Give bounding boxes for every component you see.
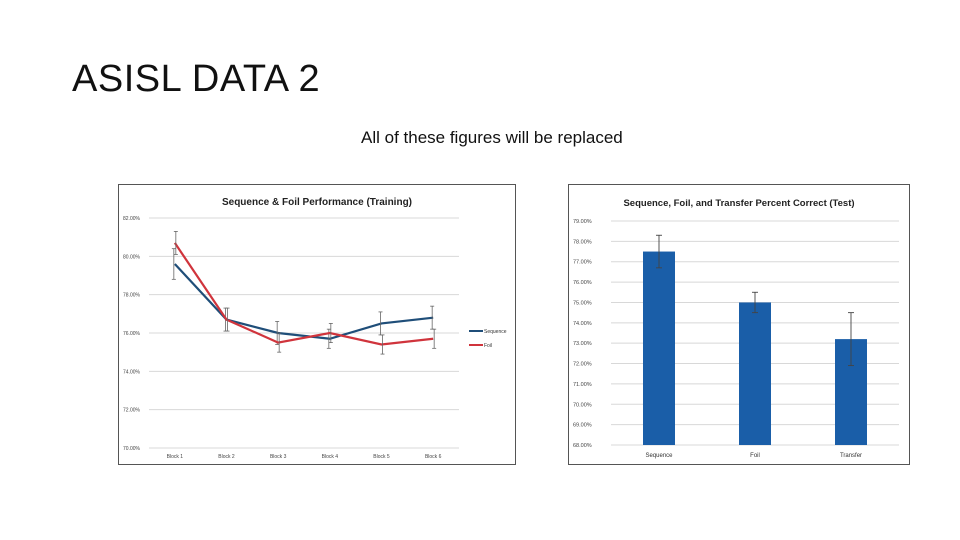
chart-title: Sequence & Foil Performance (Training) xyxy=(222,197,412,208)
y-tick-label: 72.00% xyxy=(573,362,592,368)
y-tick-label: 72.00% xyxy=(123,408,141,414)
series-line-foil xyxy=(173,242,434,346)
y-tick-label: 79.00% xyxy=(573,219,592,225)
training-line-chart: Sequence & Foil Performance (Training) 7… xyxy=(118,184,516,465)
x-tick-label: Block 5 xyxy=(373,454,390,460)
y-tick-label: 70.00% xyxy=(123,446,141,452)
y-tick-label: 68.00% xyxy=(573,443,592,449)
legend-label: Foil xyxy=(484,343,492,349)
training-line-chart-svg: Sequence & Foil Performance (Training) 7… xyxy=(123,197,507,460)
x-tick-label: Block 4 xyxy=(322,454,339,460)
y-tick-label: 70.00% xyxy=(573,402,592,408)
test-bar-chart: Sequence, Foil, and Transfer Percent Cor… xyxy=(568,184,910,465)
bar-foil xyxy=(739,302,771,445)
legend-label: Sequence xyxy=(484,329,507,335)
y-tick-label: 74.00% xyxy=(573,321,592,327)
x-tick-label: Block 6 xyxy=(425,454,442,460)
test-bar-chart-svg: Sequence, Foil, and Transfer Percent Cor… xyxy=(573,198,899,459)
series-line-sequence xyxy=(174,263,434,340)
y-tick-label: 78.00% xyxy=(123,293,141,299)
y-tick-label: 75.00% xyxy=(573,300,592,306)
y-tick-label: 76.00% xyxy=(573,280,592,286)
y-tick-label: 77.00% xyxy=(573,260,592,266)
y-tick-label: 80.00% xyxy=(123,254,141,260)
y-tick-label: 82.00% xyxy=(123,216,141,222)
x-tick-label: Sequence xyxy=(645,453,673,459)
x-tick-label: Block 1 xyxy=(167,454,184,460)
y-tick-label: 69.00% xyxy=(573,423,592,429)
x-tick-label: Foil xyxy=(750,453,760,459)
slide-title: ASISL DATA 2 xyxy=(72,58,321,100)
chart-title: Sequence, Foil, and Transfer Percent Cor… xyxy=(623,198,854,209)
y-tick-label: 73.00% xyxy=(573,341,592,347)
slide-subtitle: All of these figures will be replaced xyxy=(361,128,623,147)
x-tick-label: Transfer xyxy=(840,453,862,459)
y-tick-label: 71.00% xyxy=(573,382,592,388)
y-tick-label: 76.00% xyxy=(123,331,141,337)
y-tick-label: 78.00% xyxy=(573,239,592,245)
bar-sequence xyxy=(643,251,675,445)
x-tick-label: Block 2 xyxy=(218,454,235,460)
y-tick-label: 74.00% xyxy=(123,369,141,375)
x-tick-label: Block 3 xyxy=(270,454,287,460)
